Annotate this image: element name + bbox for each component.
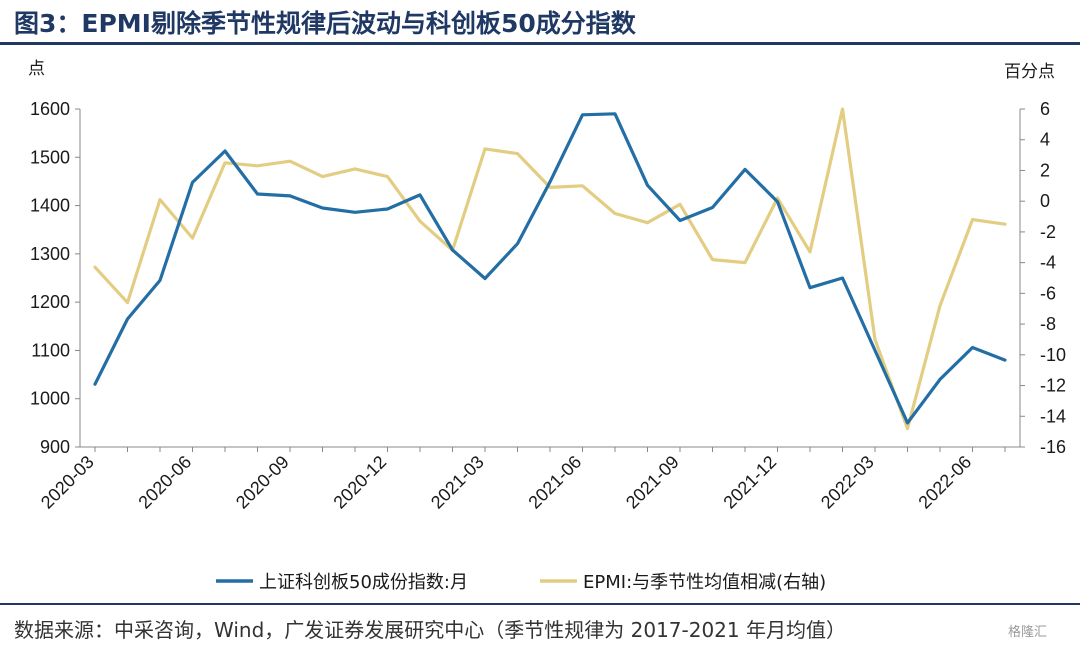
x-tick-label: 2021-03 [427,452,488,513]
x-tick-label: 2020-03 [37,452,98,513]
watermark-text: 格隆汇 [1008,625,1048,640]
title-divider [0,42,1080,45]
right-tick-label: -6 [1040,283,1056,303]
x-tick-label: 2022-03 [817,452,878,513]
chart-title: 图3：EPMI剔除季节性规律后波动与科创板50成分指数 [14,9,636,38]
right-axis-unit: 百分点 [1004,62,1055,82]
left-tick-label: 1200 [30,292,70,312]
footer-divider [0,603,1080,605]
x-tick-label: 2021-12 [719,452,780,513]
right-tick-label: -8 [1040,314,1056,334]
left-tick-label: 1300 [30,244,70,264]
x-tick-label: 2021-09 [622,452,683,513]
left-tick-label: 1400 [30,196,70,216]
left-tick-label: 1500 [30,147,70,167]
right-tick-label: -16 [1040,437,1066,457]
axes: 900 1000 1100 1200 1300 1400 1500 1600 -16 -14 -12… [30,99,1066,513]
right-tick-label: 6 [1040,99,1050,119]
x-tick-label: 2021-06 [524,452,585,513]
right-tick-label: -10 [1040,345,1066,365]
left-tick-label: 1600 [30,99,70,119]
x-tick-label: 2020-12 [329,452,390,513]
left-axis-unit: 点 [28,59,45,79]
series-line [93,107,1007,431]
series-layer [93,107,1007,431]
source-note: 数据来源：中采咨询，Wind，广发证券发展研究中心（季节性规律为 2017-20… [14,618,846,642]
right-tick-label: -4 [1040,253,1056,273]
x-tick-label: 2020-06 [134,452,195,513]
right-tick-label: -12 [1040,376,1066,396]
left-tick-label: 1100 [31,340,70,360]
right-tick-label: 0 [1040,191,1050,211]
left-tick-label: 1000 [30,389,70,409]
x-tick-label: 2022-06 [914,452,975,513]
right-tick-label: -14 [1040,406,1066,426]
line-chart: 点 百分点 900 1000 1100 1200 1300 1400 1500 1600 -16… [28,59,1066,593]
right-tick-label: -2 [1040,222,1056,242]
legend: 上证科创板50成份指数:月 EPMI:与季节性均值相减(右轴) [216,572,826,593]
legend-label: EPMI:与季节性均值相减(右轴) [583,572,826,593]
legend-label: 上证科创板50成份指数:月 [259,572,468,593]
series-line [93,112,1007,425]
right-tick-label: 4 [1040,130,1050,150]
right-tick-label: 2 [1040,160,1050,180]
x-tick-label: 2020-09 [232,452,293,513]
title-bar: 图3：EPMI剔除季节性规律后波动与科创板50成分指数 [0,0,1080,45]
left-tick-label: 900 [40,437,70,457]
